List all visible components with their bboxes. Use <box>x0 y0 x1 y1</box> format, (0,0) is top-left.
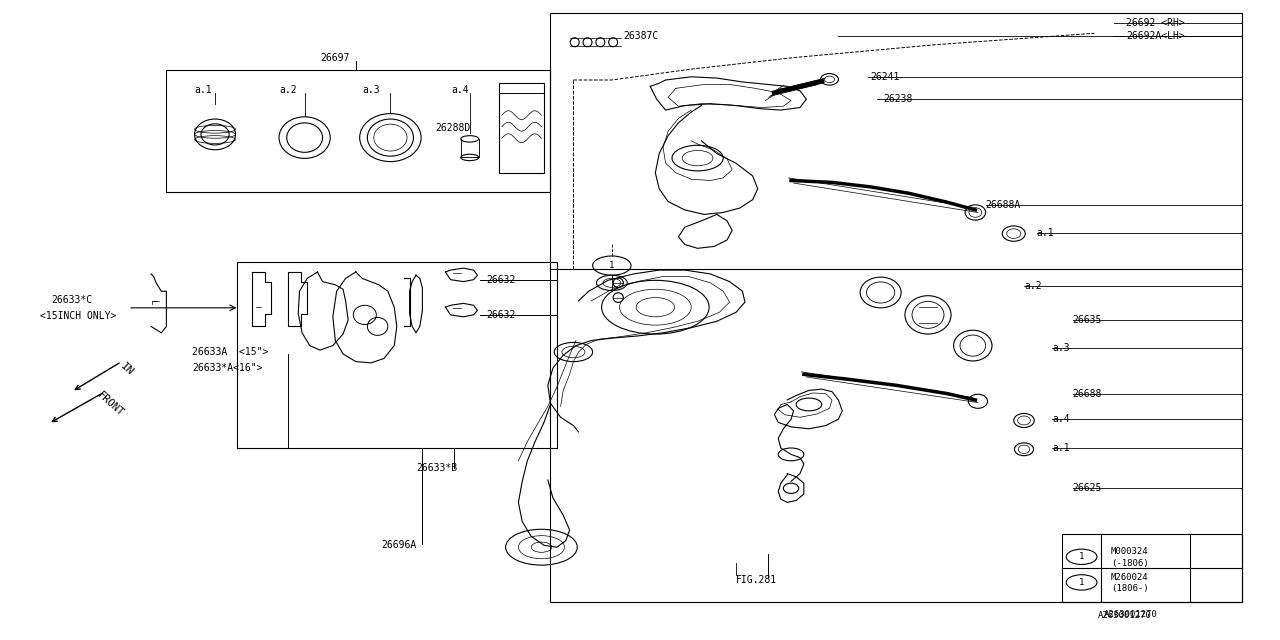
Text: a.4: a.4 <box>452 84 470 95</box>
Text: FIG.281: FIG.281 <box>736 575 777 586</box>
Text: 26692A<LH>: 26692A<LH> <box>1126 31 1185 42</box>
Text: 26241: 26241 <box>870 72 900 82</box>
Text: (-1806): (-1806) <box>1111 559 1148 568</box>
Text: 26633*A<16">: 26633*A<16"> <box>192 363 262 373</box>
Bar <box>499 83 544 173</box>
Text: 26387C: 26387C <box>623 31 659 42</box>
Text: A263001270: A263001270 <box>1103 610 1157 619</box>
Bar <box>237 262 557 448</box>
Text: 26688A: 26688A <box>986 200 1021 210</box>
Text: 26633*C: 26633*C <box>51 294 92 305</box>
Text: 26688: 26688 <box>1073 388 1102 399</box>
Text: a.2: a.2 <box>279 84 297 95</box>
Text: 26697: 26697 <box>320 52 349 63</box>
Text: 26632: 26632 <box>486 275 516 285</box>
Text: a.3: a.3 <box>1052 342 1070 353</box>
Text: a.4: a.4 <box>1052 414 1070 424</box>
Text: <15INCH ONLY>: <15INCH ONLY> <box>40 310 116 321</box>
Text: 1: 1 <box>1079 578 1084 587</box>
Bar <box>550 13 1242 602</box>
Text: M000324: M000324 <box>1111 547 1148 556</box>
Text: A263001270: A263001270 <box>1098 611 1152 620</box>
Text: 26288D: 26288D <box>435 123 471 133</box>
Text: 26632: 26632 <box>486 310 516 320</box>
Text: 26692 <RH>: 26692 <RH> <box>1126 18 1185 28</box>
Bar <box>166 70 550 192</box>
Text: 26635: 26635 <box>1073 315 1102 325</box>
Text: a.1: a.1 <box>1037 228 1055 238</box>
Text: 1: 1 <box>609 261 614 270</box>
Text: 26238: 26238 <box>883 94 913 104</box>
Text: a.2: a.2 <box>1024 281 1042 291</box>
Text: IN: IN <box>119 361 136 378</box>
Text: a.1: a.1 <box>1052 443 1070 453</box>
Text: a.3: a.3 <box>362 84 380 95</box>
Text: (1806-): (1806-) <box>1111 584 1148 593</box>
Text: 1: 1 <box>1079 552 1084 561</box>
Text: a.1: a.1 <box>195 84 212 95</box>
Text: 26633A  <15">: 26633A <15"> <box>192 347 269 357</box>
Text: M260024: M260024 <box>1111 573 1148 582</box>
Text: 26625: 26625 <box>1073 483 1102 493</box>
Bar <box>1062 534 1242 602</box>
Text: 26633*B: 26633*B <box>416 463 457 474</box>
Text: FRONT: FRONT <box>96 390 125 419</box>
Text: 26696A: 26696A <box>381 540 417 550</box>
